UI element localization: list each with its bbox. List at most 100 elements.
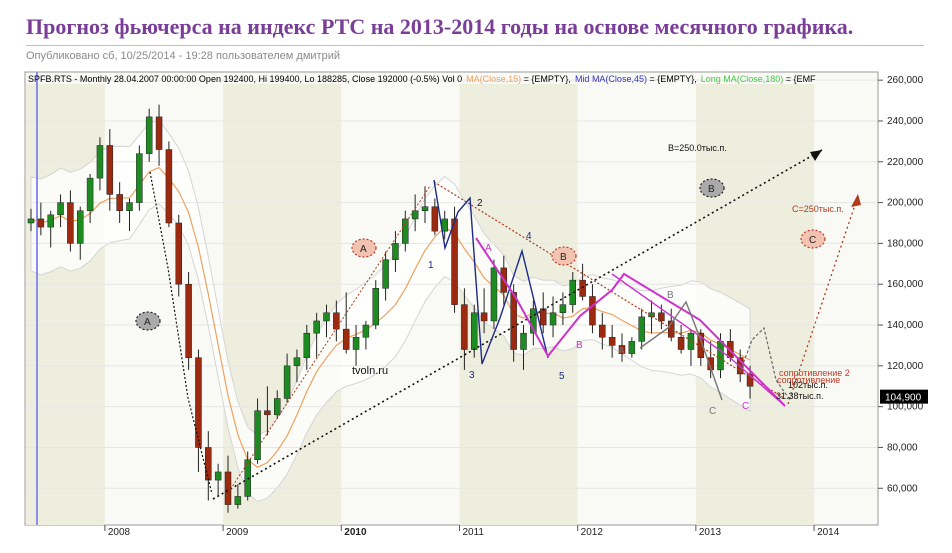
candle-body — [313, 320, 320, 334]
candle — [293, 349, 301, 383]
circle-shape — [351, 238, 377, 258]
trend-arrow — [810, 150, 822, 161]
y-tick-label: 200,000 — [887, 198, 924, 209]
candle-body — [392, 243, 399, 260]
wave-label-pb: B — [576, 340, 583, 351]
candle — [569, 271, 576, 313]
candle-body — [244, 459, 251, 497]
candle — [244, 451, 251, 501]
candle — [126, 198, 133, 232]
candle — [668, 308, 675, 342]
candle-body — [658, 312, 665, 322]
watermark: tvoln.ru — [352, 365, 388, 377]
year-shade — [26, 84, 105, 525]
candle-body — [599, 324, 606, 338]
y-tick-label: 120,000 — [887, 361, 924, 372]
candle — [37, 202, 45, 236]
wave-overlay: B=250.0тыс.п.C=250тыс.п.сопротивление 2с… — [135, 143, 928, 500]
candle — [697, 329, 705, 366]
candle — [451, 206, 458, 313]
candle — [214, 463, 222, 497]
y-tick-label: 220,000 — [887, 157, 924, 168]
candle-body — [510, 292, 517, 350]
circle-c-red: C — [800, 229, 826, 249]
candle-body — [746, 373, 754, 387]
x-tick-label: 2011 — [462, 527, 484, 538]
candle-body — [165, 149, 173, 224]
futures-chart: B=250.0тыс.п.C=250тыс.п.сопротивление 2с… — [24, 71, 928, 538]
candle — [431, 198, 439, 236]
candle — [480, 288, 488, 334]
candle-body — [293, 357, 301, 367]
candle-body — [569, 279, 576, 305]
wave-grey — [639, 300, 723, 401]
candle-body — [372, 288, 379, 326]
candle-body — [37, 218, 45, 228]
candle — [589, 284, 596, 334]
wave-label-pc: C — [742, 401, 749, 412]
y-tick-label: 260,000 — [887, 75, 924, 86]
candle-body — [687, 332, 695, 350]
candle — [362, 320, 370, 350]
candle — [303, 325, 311, 370]
candle-body — [175, 222, 182, 285]
last-price-box — [880, 389, 928, 404]
y-axis: 60,000 80,000 100,000 120,000 140,000 160,000… — [878, 75, 924, 494]
circle-b-grey: B — [699, 178, 725, 198]
circle-text: B — [708, 184, 715, 195]
candle-body — [145, 116, 153, 154]
candle-body — [342, 328, 350, 350]
wave-label-gc: C — [709, 406, 716, 417]
candle-body — [155, 116, 163, 150]
candle — [520, 325, 527, 370]
label-price-1: 102тыс.п. — [788, 380, 828, 390]
y-tick-label: 240,000 — [887, 116, 924, 127]
circle-text: A — [144, 317, 151, 328]
candle — [145, 108, 153, 162]
candle-body — [579, 279, 586, 297]
ma-line — [30, 166, 751, 468]
candle — [155, 104, 163, 166]
candle-body — [480, 312, 488, 322]
x-tick-label: 2014 — [817, 527, 840, 538]
candle-body — [274, 398, 281, 416]
y-tick-label: 160,000 — [887, 279, 924, 290]
candle-body — [86, 177, 94, 212]
candle-body — [185, 283, 192, 358]
candle — [372, 280, 379, 330]
candle — [136, 145, 143, 211]
candle-body — [195, 357, 202, 448]
candle-body — [264, 410, 271, 416]
candle-body — [618, 345, 626, 354]
wave-label-5: 5 — [559, 371, 565, 382]
candle-body — [668, 320, 675, 338]
candle-body — [549, 312, 557, 326]
y-tick-label: 140,000 — [887, 320, 924, 331]
candle — [510, 284, 517, 362]
candle — [57, 194, 64, 228]
fall-line — [149, 171, 213, 495]
chart-header: SPFB.RTS - Monthly 28.04.2007 00:00:00 O… — [28, 74, 816, 84]
projection-c — [787, 195, 859, 405]
band-area — [30, 119, 751, 503]
wave-label-4: 4 — [526, 231, 532, 242]
x-axis: 2008 2009 2010 2011 2012 2013 2014 — [104, 525, 840, 538]
label-resistance-2: сопротивление 2 — [779, 368, 850, 378]
candle — [283, 353, 291, 403]
candle-body — [96, 145, 104, 179]
candle — [402, 210, 409, 252]
candle — [628, 337, 636, 358]
candle-body — [67, 202, 74, 244]
x-tick-label: 2012 — [581, 527, 604, 538]
candle — [618, 333, 626, 362]
page-title: Прогноз фьючерса на индекс РТС на 2013-2… — [26, 14, 854, 39]
candle-body — [382, 259, 389, 289]
candle-body — [451, 218, 458, 305]
candles — [27, 104, 754, 513]
wave-magenta-2 — [611, 273, 786, 407]
candle-body — [77, 210, 84, 244]
candle — [323, 304, 330, 338]
title-divider — [26, 45, 924, 46]
candle — [579, 263, 586, 301]
circle-shape — [800, 229, 826, 249]
